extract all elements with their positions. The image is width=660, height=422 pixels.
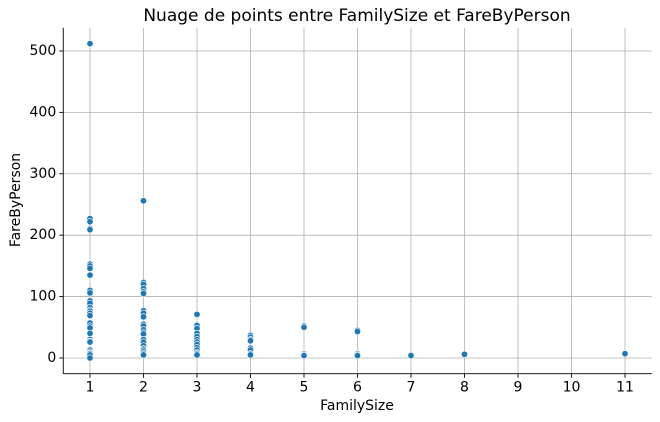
point bbox=[193, 351, 201, 359]
x-tick-label: 6 bbox=[353, 380, 362, 396]
x-tick-label: 1 bbox=[86, 380, 95, 396]
point bbox=[247, 337, 255, 345]
point bbox=[621, 350, 629, 358]
x-axis-label: FamilySize bbox=[320, 398, 394, 414]
x-tick-label: 4 bbox=[246, 380, 255, 396]
point bbox=[247, 351, 255, 359]
x-tick-label: 7 bbox=[407, 380, 416, 396]
point bbox=[86, 264, 94, 272]
point bbox=[460, 350, 468, 358]
point bbox=[86, 354, 94, 362]
point bbox=[407, 352, 415, 360]
x-tick-label: 10 bbox=[563, 380, 581, 396]
point bbox=[86, 312, 94, 320]
y-tick-label: 500 bbox=[30, 43, 57, 59]
point bbox=[140, 351, 148, 359]
point bbox=[140, 290, 148, 298]
x-tick-label: 3 bbox=[193, 380, 202, 396]
point bbox=[86, 226, 94, 234]
point bbox=[300, 323, 308, 331]
y-tick-label: 300 bbox=[30, 166, 57, 182]
point bbox=[86, 271, 94, 279]
y-tick-label: 200 bbox=[30, 227, 57, 243]
x-tick-label: 5 bbox=[300, 380, 309, 396]
x-tick-label: 9 bbox=[514, 380, 523, 396]
point bbox=[300, 352, 308, 360]
point bbox=[86, 40, 94, 48]
x-tick-label: 2 bbox=[139, 380, 148, 396]
point bbox=[86, 338, 94, 346]
x-tick-label: 11 bbox=[616, 380, 634, 396]
y-tick-label: 0 bbox=[47, 350, 56, 366]
y-tick-label: 100 bbox=[30, 289, 57, 305]
point bbox=[193, 310, 201, 318]
point bbox=[86, 218, 94, 226]
point bbox=[353, 352, 361, 360]
x-tick-label: 8 bbox=[460, 380, 469, 396]
chart-title: Nuage de points entre FamilySize et Fare… bbox=[143, 6, 570, 26]
y-axis-label: FareByPerson bbox=[8, 153, 24, 247]
point bbox=[353, 328, 361, 336]
point bbox=[140, 197, 148, 205]
point bbox=[86, 289, 94, 297]
point bbox=[86, 329, 94, 337]
point bbox=[140, 313, 148, 321]
y-tick-label: 400 bbox=[30, 104, 57, 120]
